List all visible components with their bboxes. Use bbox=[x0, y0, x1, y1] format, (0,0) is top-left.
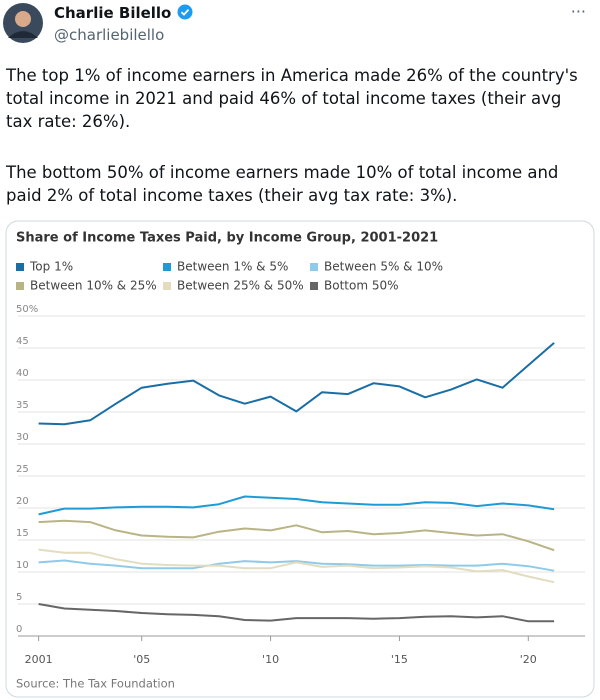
post-text: The top 1% of income earners in America … bbox=[6, 66, 578, 131]
y-tick-label: 40 bbox=[16, 368, 29, 379]
series-line bbox=[38, 559, 555, 572]
x-tick-label: 2001 bbox=[25, 653, 53, 666]
y-tick-label: 50% bbox=[16, 304, 38, 315]
legend-swatch bbox=[163, 282, 171, 290]
chart-title: Share of Income Taxes Paid, by Income Gr… bbox=[16, 231, 438, 246]
legend-swatch bbox=[310, 282, 318, 290]
post-text: The bottom 50% of income earners made 10… bbox=[6, 163, 559, 205]
legend-label: Between 1% & 5% bbox=[177, 260, 288, 274]
avatar-body bbox=[8, 31, 38, 38]
verified-badge bbox=[177, 4, 193, 20]
series-line bbox=[38, 519, 555, 552]
legend-swatch bbox=[16, 263, 24, 271]
y-tick-label: 15 bbox=[16, 528, 29, 539]
series-line bbox=[38, 548, 555, 584]
legend-label: Bottom 50% bbox=[324, 279, 399, 293]
y-tick-label: 20 bbox=[16, 496, 29, 507]
legend-label: Between 5% & 10% bbox=[324, 260, 443, 274]
x-tick-label: '05 bbox=[133, 653, 150, 666]
legend-label: Between 25% & 50% bbox=[177, 279, 304, 293]
series-line bbox=[38, 603, 555, 623]
y-tick-label: 0 bbox=[16, 624, 22, 635]
x-tick-label: '10 bbox=[262, 653, 279, 666]
y-tick-label: 45 bbox=[16, 336, 29, 347]
y-tick-label: 10 bbox=[16, 560, 29, 571]
x-tick-label: '20 bbox=[520, 653, 537, 666]
legend-swatch bbox=[16, 282, 24, 290]
avatar[interactable] bbox=[2, 2, 44, 44]
author-name[interactable]: Charlie Bilello bbox=[54, 4, 193, 22]
legend-swatch bbox=[163, 263, 171, 271]
y-tick-label: 35 bbox=[16, 400, 29, 411]
series-line bbox=[38, 342, 555, 426]
more-menu[interactable]: ··· bbox=[570, 2, 586, 21]
chart-frame bbox=[5, 220, 595, 698]
y-tick-label: 30 bbox=[16, 432, 29, 443]
y-tick-label: 5 bbox=[16, 592, 22, 603]
legend-label: Top 1% bbox=[29, 260, 73, 274]
legend-swatch bbox=[310, 263, 318, 271]
chart: Share of Income Taxes Paid, by Income Gr… bbox=[5, 220, 595, 698]
author[interactable]: Charlie Bilello bbox=[54, 4, 172, 22]
series-line bbox=[38, 495, 555, 516]
legend-label: Between 10% & 25% bbox=[30, 279, 157, 293]
chart-source: Source: The Tax Foundation bbox=[16, 677, 175, 691]
handle[interactable]: @charliebilello bbox=[54, 26, 165, 44]
y-tick-label: 25 bbox=[16, 464, 29, 475]
x-tick-label: '15 bbox=[391, 653, 408, 666]
avatar-face bbox=[15, 11, 31, 27]
